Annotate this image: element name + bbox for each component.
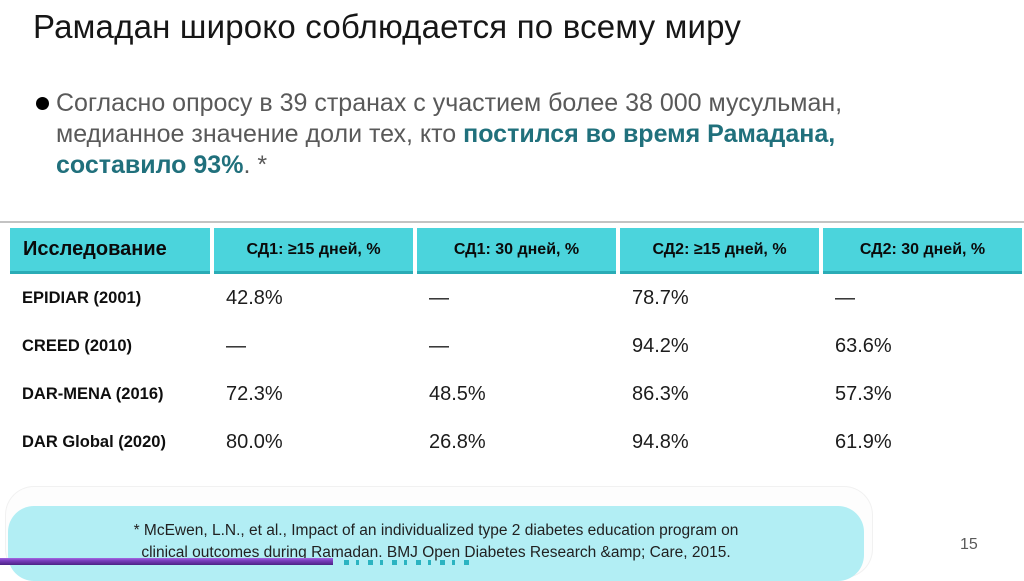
table-cell: 61.9% — [835, 430, 892, 453]
table-header-dm2-15days: СД2: ≥15 дней, % — [620, 228, 819, 274]
table-cell: 94.2% — [632, 334, 689, 357]
bullet-line3-highlight: составило 93% — [56, 151, 244, 179]
row-label: EPIDIAR (2001) — [22, 288, 142, 307]
table-cell: 26.8% — [429, 430, 486, 453]
table-cell: 57.3% — [835, 382, 892, 405]
table-cell: — — [429, 334, 449, 357]
table-header-dm1-15days: СД1: ≥15 дней, % — [214, 228, 413, 274]
table-cell: 42.8% — [226, 286, 283, 309]
table-header-dm1-30days: СД1: 30 дней, % — [417, 228, 616, 274]
table-cell: 72.3% — [226, 382, 283, 405]
table-cell: — — [226, 334, 246, 357]
bullet-icon — [36, 97, 49, 110]
bullet-line2-highlight: постился во время Рамадана, — [463, 120, 836, 148]
bullet-line2-gray: медианное значение доли тех, кто — [56, 120, 464, 148]
row-label: CREED (2010) — [22, 336, 133, 355]
table-cell: 48.5% — [429, 382, 486, 405]
study-results-table: Исследование СД1: ≥15 дней, % СД1: 30 дн… — [10, 228, 1022, 466]
table-cell: 86.3% — [632, 382, 689, 405]
table-cell: 63.6% — [835, 334, 892, 357]
purple-bar-decoration — [0, 558, 333, 565]
table-cell: — — [835, 286, 855, 309]
presentation-slide: Рамадан широко соблюдается по всему миру… — [0, 8, 1024, 581]
footnote-box: * McEwen, L.N., et al., Impact of an ind… — [8, 506, 864, 581]
table-header-dm2-30days: СД2: 30 дней, % — [823, 228, 1022, 274]
footnote-line1: * McEwen, L.N., et al., Impact of an ind… — [133, 522, 739, 539]
row-label: DAR Global (2020) — [22, 432, 166, 451]
table-cell: 94.8% — [632, 430, 689, 453]
table-cell: 78.7% — [632, 286, 689, 309]
row-label: DAR-MENA (2016) — [22, 384, 164, 403]
footnote-line2: clinical outcomes during Ramadan. BMJ Op… — [141, 543, 731, 561]
table-cell: 80.0% — [226, 430, 283, 453]
slide-title: Рамадан широко соблюдается по всему миру — [33, 8, 742, 45]
table-top-divider — [0, 221, 1024, 223]
bullet-line1: Согласно опросу в 39 странах с участием … — [56, 89, 843, 117]
table-cell: — — [429, 286, 449, 309]
page-number: 15 — [960, 536, 978, 553]
bullet-text: Согласно опросу в 39 странах с участием … — [56, 88, 842, 181]
bullet-paragraph: Согласно опросу в 39 странах с участием … — [36, 88, 1001, 181]
bullet-line3-tail: . * — [243, 151, 268, 179]
cutoff-text-artifact — [344, 560, 472, 565]
table-header-study: Исследование — [10, 228, 210, 274]
